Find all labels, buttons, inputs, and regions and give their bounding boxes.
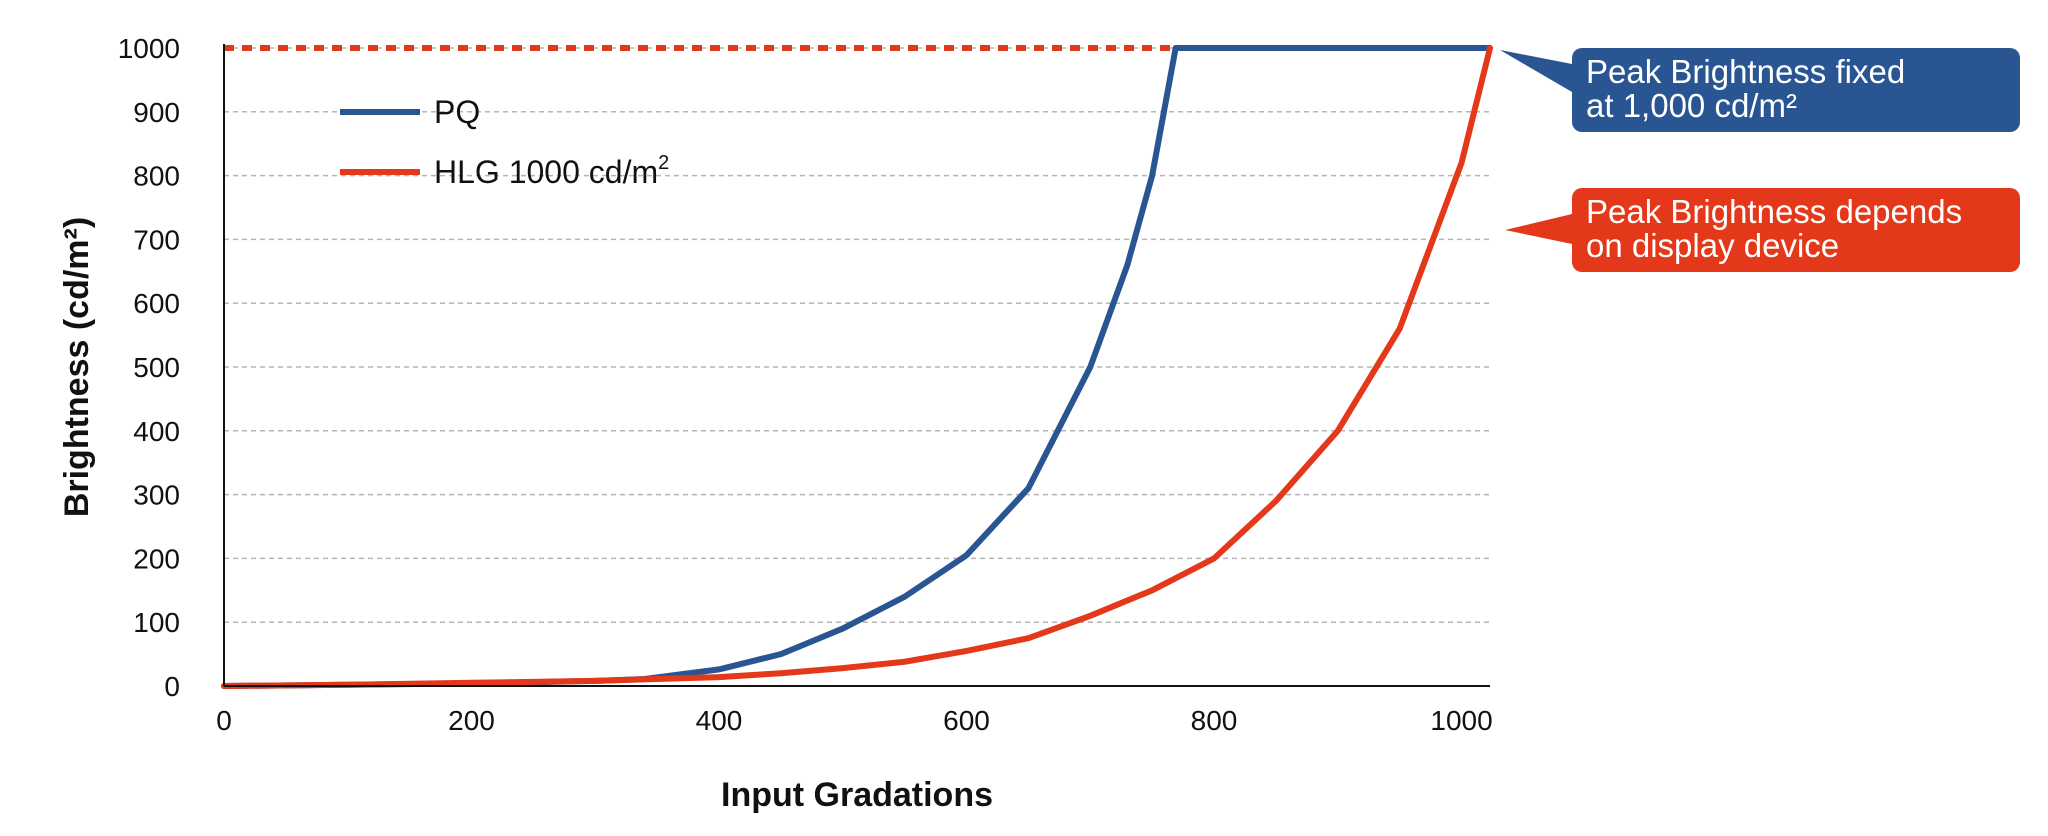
legend-label-superscript: 2 bbox=[658, 152, 669, 174]
x-tick-labels: 0 200 400 600 800 1000 bbox=[216, 705, 1492, 736]
y-tick-label-500: 500 bbox=[133, 352, 180, 383]
y-tick-label-400: 400 bbox=[133, 416, 180, 447]
callout-pointer bbox=[1500, 50, 1572, 92]
x-tick-label-800: 800 bbox=[1191, 705, 1238, 736]
callout-pointer bbox=[1505, 214, 1572, 244]
callout-text-line: Peak Brightness depends bbox=[1586, 193, 1962, 230]
y-tick-label-700: 700 bbox=[133, 224, 180, 255]
axes bbox=[223, 44, 1490, 687]
callout-text-line: Peak Brightness fixed bbox=[1586, 53, 1905, 90]
callout-box bbox=[1572, 188, 2020, 272]
legend-label-hlg: HLG 1000 cd/m2 bbox=[434, 152, 669, 190]
y-tick-label-1000: 1000 bbox=[118, 33, 180, 64]
x-axis-title: Input Gradations bbox=[721, 776, 993, 814]
x-tick-label-200: 200 bbox=[448, 705, 495, 736]
series-lines bbox=[221, 45, 1493, 689]
y-tick-label-300: 300 bbox=[133, 480, 180, 511]
y-axis-title: Brightness (cd/m²) bbox=[58, 217, 96, 517]
y-tick-label-900: 900 bbox=[133, 97, 180, 128]
callout-box bbox=[1572, 48, 2020, 132]
y-tick-label-200: 200 bbox=[133, 543, 180, 574]
y-tick-labels: 0 100 200 300 400 500 600 700 800 900 1000 bbox=[118, 33, 180, 702]
x-tick-label-1000: 1000 bbox=[1430, 705, 1492, 736]
x-tick-label-600: 600 bbox=[943, 705, 990, 736]
y-tick-label-0: 0 bbox=[164, 671, 180, 702]
callout-text-line: on display device bbox=[1586, 227, 1839, 264]
y-tick-label-100: 100 bbox=[133, 607, 180, 638]
y-tick-label-600: 600 bbox=[133, 288, 180, 319]
x-tick-label-0: 0 bbox=[216, 705, 232, 736]
legend-label-pq: PQ bbox=[434, 94, 480, 130]
series-line-hlg bbox=[221, 45, 1493, 689]
y-tick-label-800: 800 bbox=[133, 161, 180, 192]
callout-text-line: at 1,000 cd/m² bbox=[1586, 87, 1797, 124]
x-tick-label-400: 400 bbox=[696, 705, 743, 736]
legend: PQ HLG 1000 cd/m2 bbox=[340, 94, 669, 190]
grid-lines bbox=[224, 47, 1490, 623]
